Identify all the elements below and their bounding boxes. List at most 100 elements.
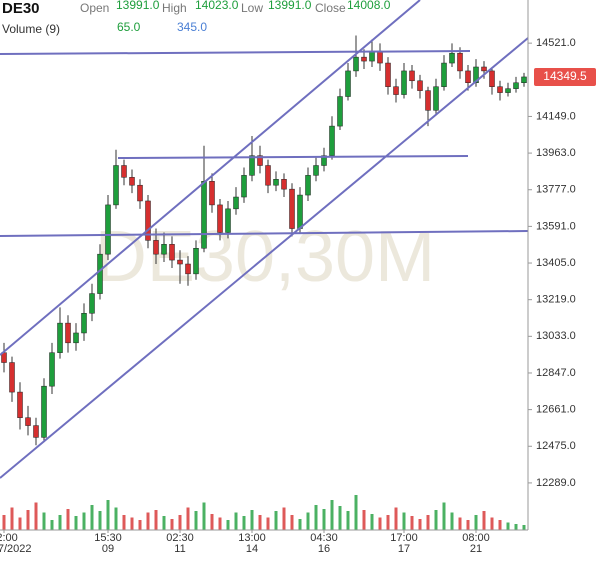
candle-body — [161, 244, 167, 255]
volume-bar — [290, 515, 294, 530]
candle-body — [489, 70, 495, 87]
candle-body — [417, 80, 423, 91]
candle-body — [185, 263, 191, 275]
volume-bar — [130, 517, 134, 530]
y-tick-label: 13777.0 — [536, 184, 576, 196]
volume-bar — [322, 509, 326, 530]
value: 14023.0 — [195, 0, 239, 12]
y-tick-label: 13219.0 — [536, 294, 576, 306]
volume-bar — [378, 517, 382, 530]
x-tick-label: 08:00 — [462, 532, 490, 544]
candle-body — [217, 204, 223, 233]
volume-bar — [354, 495, 358, 530]
trendline — [0, 230, 529, 237]
volume-bar — [250, 510, 254, 530]
candle-body — [449, 52, 455, 64]
volume-bar — [138, 520, 142, 530]
candle-body — [281, 179, 287, 190]
y-tick-label: 12475.0 — [536, 440, 576, 452]
candle-body — [17, 391, 23, 418]
volume-bar — [394, 507, 398, 530]
trendline — [0, 0, 421, 356]
trendline — [0, 37, 529, 479]
candle-body — [129, 177, 135, 186]
candle-body — [73, 332, 79, 344]
candle-body — [241, 175, 247, 198]
volume-bar — [474, 515, 478, 530]
price-tag-label: 14349.5 — [543, 69, 587, 83]
volume-bar — [218, 517, 222, 530]
y-tick-label: 12661.0 — [536, 404, 576, 416]
candle-body — [233, 196, 239, 210]
candle-body — [521, 76, 527, 84]
volume-bar — [34, 502, 38, 530]
volume-bar — [282, 507, 286, 530]
candle-body — [401, 70, 407, 95]
trendline — [117, 155, 469, 159]
y-tick-label: 14521.0 — [536, 37, 576, 49]
label: Volume (9) — [2, 22, 60, 36]
volume-bar — [210, 514, 214, 530]
volume-bar — [450, 512, 454, 530]
candle-body — [353, 56, 359, 72]
volume-bar — [514, 524, 518, 530]
candle-body — [41, 385, 47, 438]
label: Close — [315, 1, 346, 15]
candle-body — [393, 86, 399, 95]
candle-body — [409, 70, 415, 82]
x-date-label: 14 — [246, 543, 258, 555]
volume-bar — [98, 511, 102, 530]
volume-bar — [146, 512, 150, 530]
x-date-label: 17 — [398, 543, 410, 555]
volume-bar — [162, 516, 166, 530]
x-tick-label: 04:30 — [310, 532, 338, 544]
candle-body — [513, 82, 519, 89]
candle-body — [265, 165, 271, 186]
candle-body — [257, 155, 263, 166]
candle-body — [305, 175, 311, 196]
y-tick-label: 13591.0 — [536, 220, 576, 232]
volume-bar — [74, 516, 78, 530]
x-tick-label: 02:30 — [166, 532, 194, 544]
volume-bar — [306, 512, 310, 530]
candle-body — [465, 70, 471, 84]
volume-bar — [274, 511, 278, 530]
volume-bar — [170, 519, 174, 530]
candle-body — [361, 56, 367, 62]
candle-body — [441, 62, 447, 87]
candle-body — [273, 179, 279, 186]
x-tick-label: 13:00 — [238, 532, 266, 544]
candle-body — [209, 181, 215, 206]
volume-bar — [346, 511, 350, 530]
candle-body — [121, 165, 127, 178]
price-tag — [534, 67, 596, 86]
volume-bar — [362, 510, 366, 530]
y-tick-label: 14149.0 — [536, 110, 576, 122]
volume-bar — [226, 520, 230, 530]
candle-body — [337, 96, 343, 127]
volume-bar — [410, 516, 414, 530]
x-date-label: 21 — [470, 543, 482, 555]
y-tick-label: 12847.0 — [536, 367, 576, 379]
value: 13991.0 — [268, 0, 312, 12]
volume-bar — [122, 515, 126, 530]
volume-bar — [314, 505, 318, 530]
volume-bar — [242, 516, 246, 530]
value: 65.0 — [117, 20, 141, 34]
value: 14008.0 — [347, 0, 391, 12]
candle-body — [9, 362, 15, 393]
trendline — [0, 50, 471, 55]
y-tick-label: 12289.0 — [536, 477, 576, 489]
volume-bar — [266, 517, 270, 530]
candle-body — [473, 66, 479, 84]
candle-body — [137, 184, 143, 202]
plot-area — [1, 35, 527, 530]
candle-body — [369, 50, 375, 62]
candle-body — [297, 194, 303, 229]
volume-bar — [50, 520, 54, 530]
y-tick-label: 13963.0 — [536, 147, 576, 159]
x-tick-label: 12:00 — [0, 532, 18, 544]
volume-bar — [154, 510, 158, 530]
volume-bar — [202, 502, 206, 530]
